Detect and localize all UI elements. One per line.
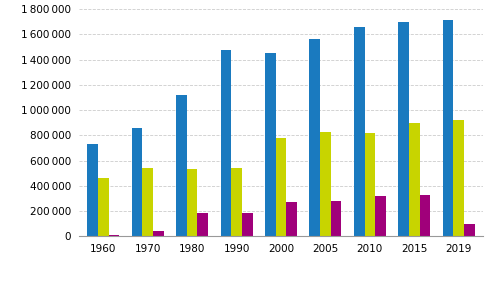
Bar — [231, 168, 242, 236]
Bar — [443, 21, 454, 236]
Bar — [464, 224, 475, 236]
Bar — [354, 27, 364, 236]
Bar — [320, 132, 331, 236]
Bar — [187, 169, 198, 236]
Bar — [87, 144, 98, 236]
Bar — [364, 133, 375, 236]
Bar — [420, 195, 430, 236]
Bar — [398, 22, 409, 236]
Bar — [153, 231, 164, 236]
Bar — [198, 213, 208, 236]
Bar — [265, 53, 276, 236]
Bar — [98, 178, 108, 236]
Bar — [310, 39, 320, 236]
Bar — [409, 123, 420, 236]
Bar — [176, 95, 187, 236]
Bar — [286, 201, 297, 236]
Bar — [331, 201, 342, 236]
Bar — [242, 213, 252, 236]
Bar — [454, 120, 464, 236]
Bar — [276, 138, 286, 236]
Bar — [375, 196, 386, 236]
Bar — [132, 128, 142, 236]
Bar — [220, 50, 231, 236]
Bar — [142, 168, 153, 236]
Bar — [108, 235, 119, 236]
